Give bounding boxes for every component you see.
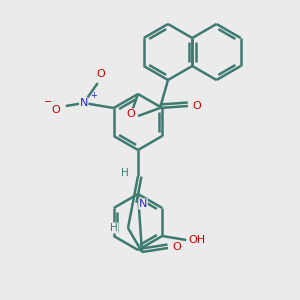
Text: O: O (193, 101, 201, 111)
Text: O: O (96, 69, 105, 79)
Text: −: − (44, 97, 52, 107)
Text: H: H (110, 223, 118, 233)
Text: O: O (172, 242, 182, 252)
Text: OH: OH (189, 235, 206, 245)
Text: O: O (127, 109, 135, 119)
Text: N: N (80, 98, 88, 108)
Text: +: + (90, 92, 97, 100)
Text: O: O (51, 105, 60, 115)
Text: H: H (121, 168, 129, 178)
Text: N: N (139, 199, 147, 209)
